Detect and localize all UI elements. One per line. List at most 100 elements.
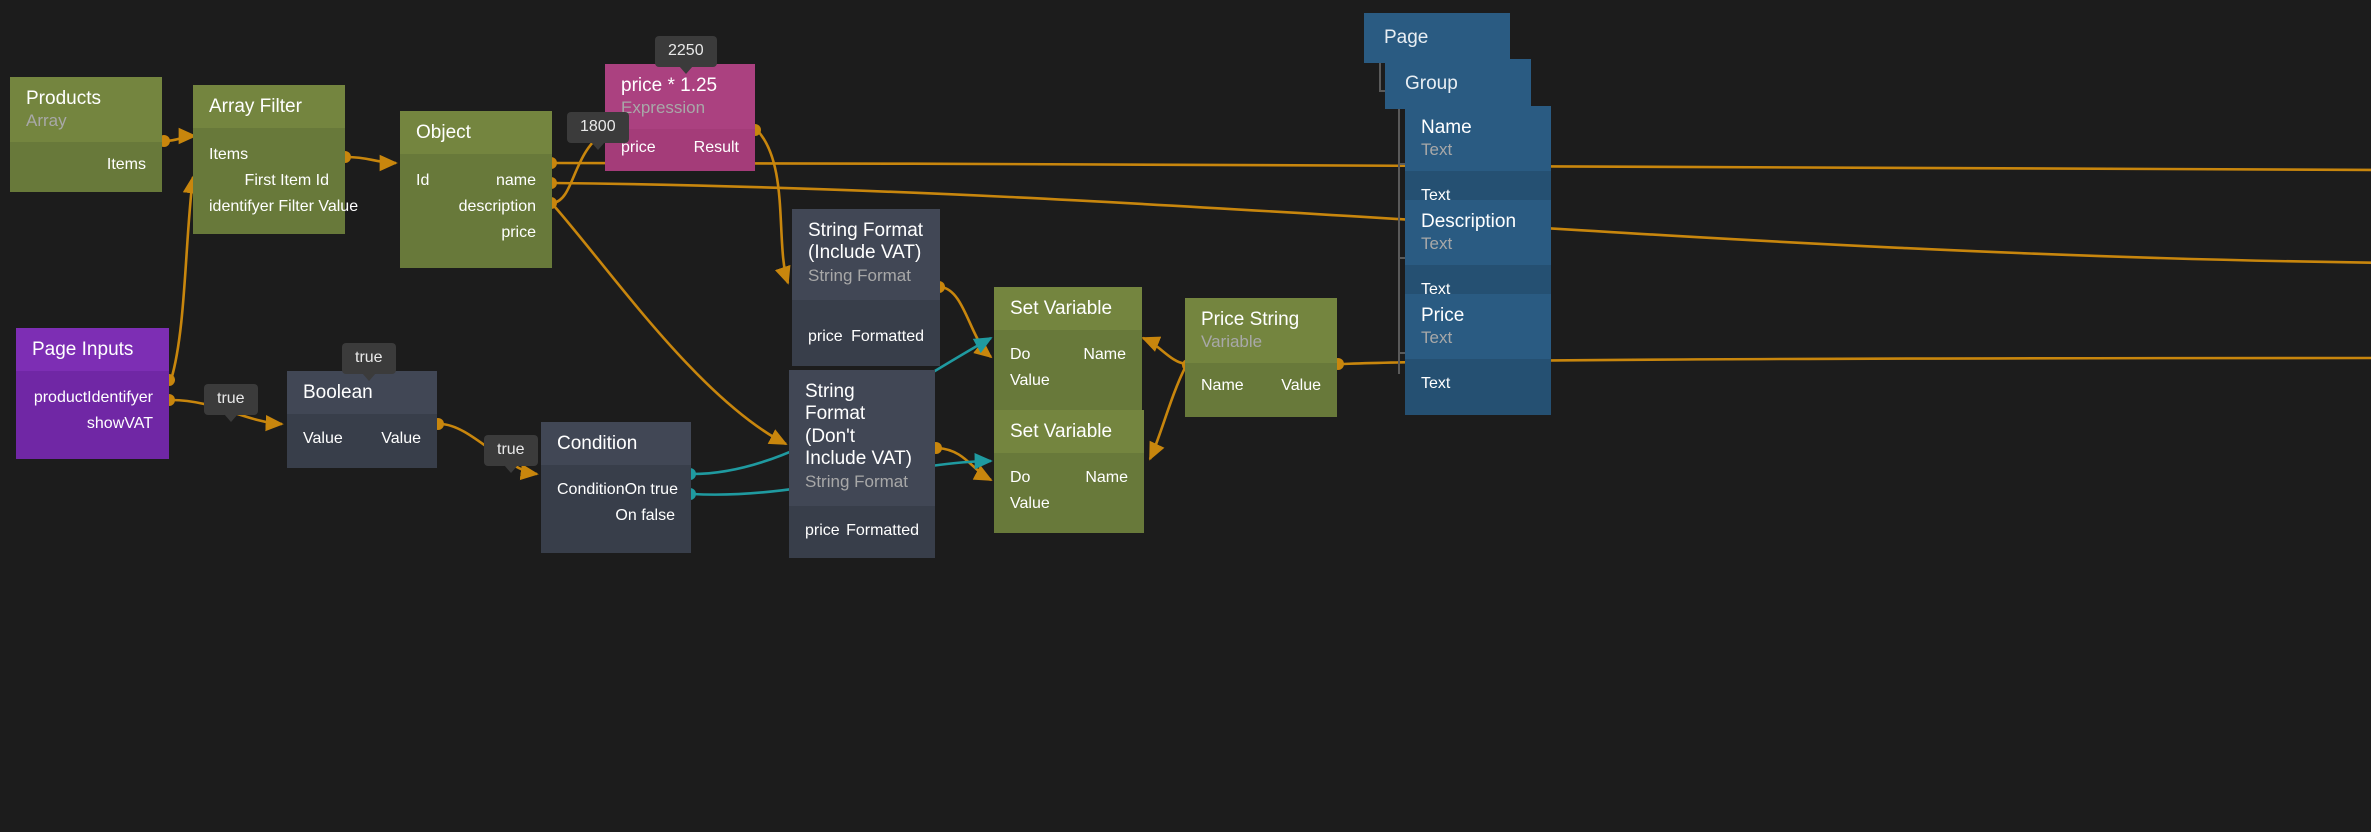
port-out-formatted[interactable]: Formatted (846, 522, 919, 540)
port-out-formatted[interactable]: Formatted (851, 328, 924, 346)
port-in-identifyer-filter-value[interactable]: identifyer Filter Value (209, 198, 359, 216)
node-products[interactable]: Products Array Items (10, 77, 162, 192)
port-in-price[interactable]: price (805, 522, 840, 540)
port-in-text[interactable]: Text (1421, 374, 1451, 392)
node-body: Value Value (287, 414, 437, 469)
port-row[interactable]: showVAT (32, 411, 153, 437)
node-object[interactable]: Object Id name description price (400, 111, 552, 269)
badge-value: 1800 (580, 118, 616, 135)
node-title: Price String (1201, 309, 1300, 330)
node-string-format-exclude-vat[interactable]: String Format (Don't Include VAT) String… (789, 370, 935, 559)
node-boolean[interactable]: Boolean Value Value (287, 371, 437, 469)
node-title: Set Variable (1010, 421, 1113, 442)
port-out-price[interactable]: price (501, 224, 536, 242)
node-title: String Format (Include VAT) (808, 220, 924, 264)
node-header: Products Array (10, 77, 162, 142)
port-row[interactable]: Value (1010, 491, 1128, 517)
port-row[interactable]: Items (26, 152, 146, 178)
node-header: Description Text (1405, 200, 1551, 265)
port-row[interactable]: Text (1421, 277, 1535, 303)
port-in-items[interactable]: Items (209, 146, 249, 164)
port-out-showvat[interactable]: showVAT (86, 415, 153, 433)
node-title: Description (1421, 211, 1517, 232)
port-row[interactable]: Do Name (1010, 465, 1128, 491)
tree-item-group-label: Group (1405, 73, 1458, 94)
node-array-filter[interactable]: Array Filter Items First Item Id identif… (193, 85, 358, 235)
port-in-text[interactable]: Text (1421, 280, 1451, 298)
node-body: price Formatted (789, 506, 935, 559)
port-row[interactable]: Text (1421, 371, 1535, 397)
node-price-string[interactable]: Price String Variable Name Value (1185, 298, 1337, 417)
port-out-name[interactable]: Name (1083, 346, 1126, 364)
port-out-value[interactable]: Value (1281, 376, 1321, 394)
node-title: Products (26, 88, 101, 109)
node-title: Set Variable (1010, 298, 1113, 319)
port-row[interactable]: productIdentifyer (32, 385, 153, 411)
port-out-items[interactable]: Items (106, 155, 146, 173)
node-body: productIdentifyer showVAT (16, 371, 169, 460)
node-title: Boolean (303, 382, 373, 403)
port-row[interactable]: price (416, 220, 536, 246)
badge-showvat: true (204, 384, 258, 422)
port-row[interactable]: Items (209, 142, 329, 168)
tree-item-price[interactable]: Price Text Text (1405, 294, 1551, 415)
port-row[interactable]: First Item Id (209, 168, 329, 194)
tree-item-group[interactable]: Group (1385, 59, 1531, 109)
node-title: Page Inputs (32, 339, 134, 360)
port-out-on-true[interactable]: On true (624, 481, 678, 499)
node-set-variable-top[interactable]: Set Variable Do Name Value (994, 287, 1142, 411)
node-set-variable-bottom[interactable]: Set Variable Do Name Value (994, 410, 1144, 534)
port-in-id[interactable]: Id (416, 172, 430, 190)
node-body: Items (10, 141, 162, 192)
node-subtitle: Text (1421, 234, 1453, 254)
node-condition[interactable]: Condition Condition On true On false (541, 422, 691, 554)
badge-value: true (355, 349, 383, 366)
port-row[interactable]: On false (557, 503, 675, 529)
badge-condition-input: true (484, 435, 538, 473)
port-row[interactable]: description (416, 194, 536, 220)
node-body: Do Name Value (994, 330, 1142, 411)
port-out-description[interactable]: description (458, 198, 536, 216)
node-page-inputs[interactable]: Page Inputs productIdentifyer showVAT (16, 328, 169, 460)
port-row[interactable]: Do Name (1010, 342, 1126, 368)
port-out-result[interactable]: Result (693, 138, 739, 156)
port-row[interactable]: identifyer Filter Value (209, 194, 358, 220)
node-header: Price String Variable (1185, 298, 1337, 363)
node-body: Name Value (1185, 362, 1337, 417)
node-header: Condition (541, 422, 691, 466)
port-in-value[interactable]: Value (1010, 495, 1050, 513)
port-row[interactable]: Value Value (303, 426, 421, 452)
port-row[interactable]: Id name (416, 168, 536, 194)
port-out-name[interactable]: Name (1085, 469, 1128, 487)
badge-value: true (217, 390, 245, 407)
port-out-on-false[interactable]: On false (615, 507, 675, 525)
badge-boolean-value: true (342, 343, 396, 381)
port-in-price[interactable]: price (621, 138, 656, 156)
port-in-price[interactable]: price (808, 328, 843, 346)
badge-expression-result: 2250 (655, 36, 717, 74)
port-in-value[interactable]: Value (303, 430, 343, 448)
port-out-value[interactable]: Value (381, 430, 421, 448)
node-body: price Formatted (792, 300, 940, 367)
port-in-value[interactable]: Value (1010, 372, 1050, 390)
port-row[interactable]: Condition On true (557, 477, 678, 503)
node-subtitle: Text (1421, 328, 1453, 348)
port-row[interactable]: price Result (621, 135, 739, 161)
port-out-first-item-id[interactable]: First Item Id (244, 172, 329, 190)
port-row[interactable]: Name Value (1201, 373, 1321, 399)
node-body: Text (1405, 358, 1551, 415)
port-row[interactable]: price Formatted (805, 518, 919, 544)
node-title: Condition (557, 433, 638, 454)
node-subtitle: Expression (621, 98, 706, 118)
port-row[interactable]: Value (1010, 368, 1126, 394)
port-in-do[interactable]: Do (1010, 469, 1031, 487)
port-in-do[interactable]: Do (1010, 346, 1031, 364)
port-out-name[interactable]: name (495, 172, 536, 190)
port-out-productidentifyer[interactable]: productIdentifyer (33, 389, 153, 407)
port-in-condition[interactable]: Condition (557, 481, 625, 499)
node-string-format-include-vat[interactable]: String Format (Include VAT) String Forma… (792, 209, 940, 367)
port-row[interactable]: price Formatted (808, 324, 924, 350)
tree-item-page[interactable]: Page (1364, 13, 1510, 63)
port-in-name[interactable]: Name (1201, 376, 1244, 394)
